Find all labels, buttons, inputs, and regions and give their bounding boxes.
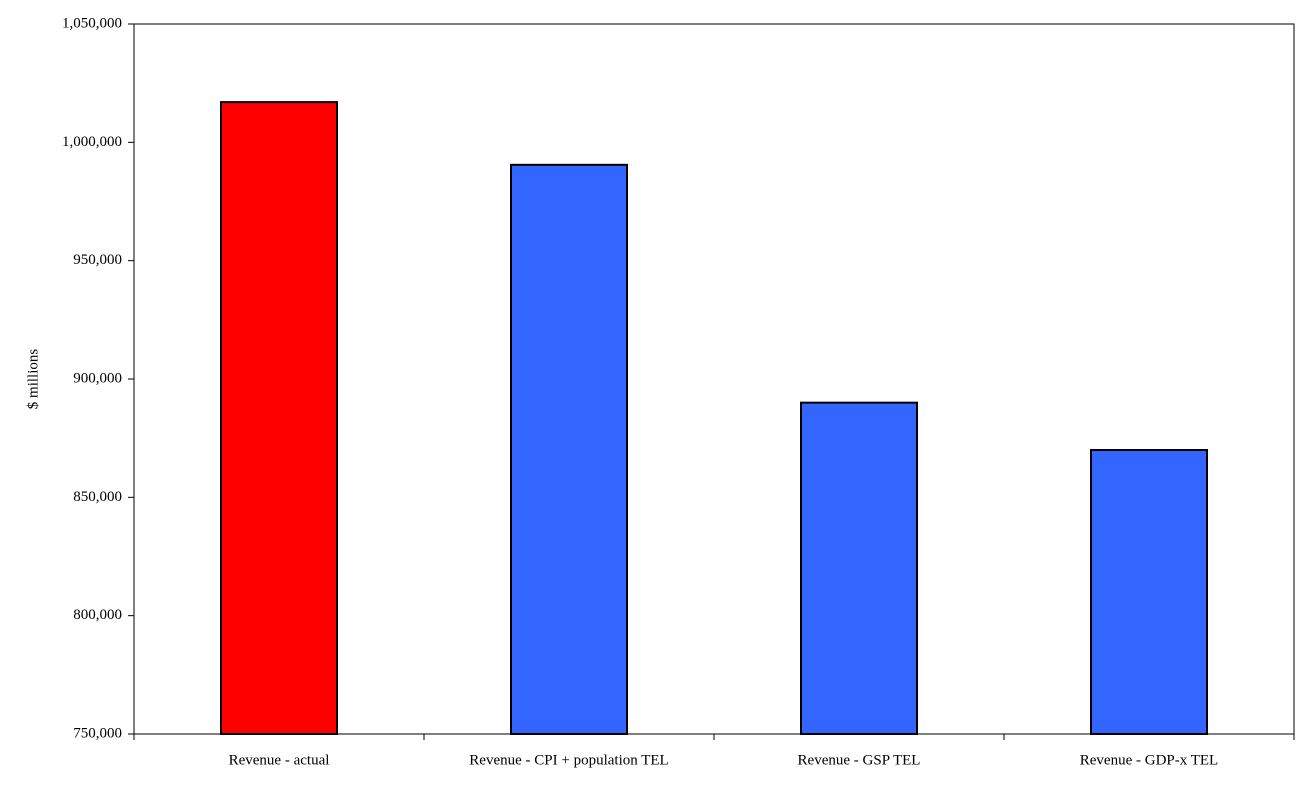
- x-tick-label: Revenue - CPI + population TEL: [469, 752, 668, 768]
- bar: [220, 101, 338, 736]
- y-tick-label: 950,000: [73, 252, 122, 268]
- bar: [1090, 449, 1208, 735]
- y-tick-label: 850,000: [73, 489, 122, 505]
- y-tick-label: 750,000: [73, 725, 122, 741]
- bar: [800, 401, 918, 735]
- x-tick-label: Revenue - GSP TEL: [798, 752, 921, 768]
- y-tick-label: 900,000: [73, 370, 122, 386]
- y-tick-label: 1,000,000: [62, 134, 122, 150]
- bar: [510, 163, 628, 736]
- y-tick-label: 1,050,000: [62, 15, 122, 31]
- x-tick-label: Revenue - GDP-x TEL: [1080, 752, 1218, 768]
- y-tick-label: 800,000: [73, 607, 122, 623]
- x-tick-label: Revenue - actual: [229, 752, 330, 768]
- y-axis-label: $ millions: [25, 349, 41, 410]
